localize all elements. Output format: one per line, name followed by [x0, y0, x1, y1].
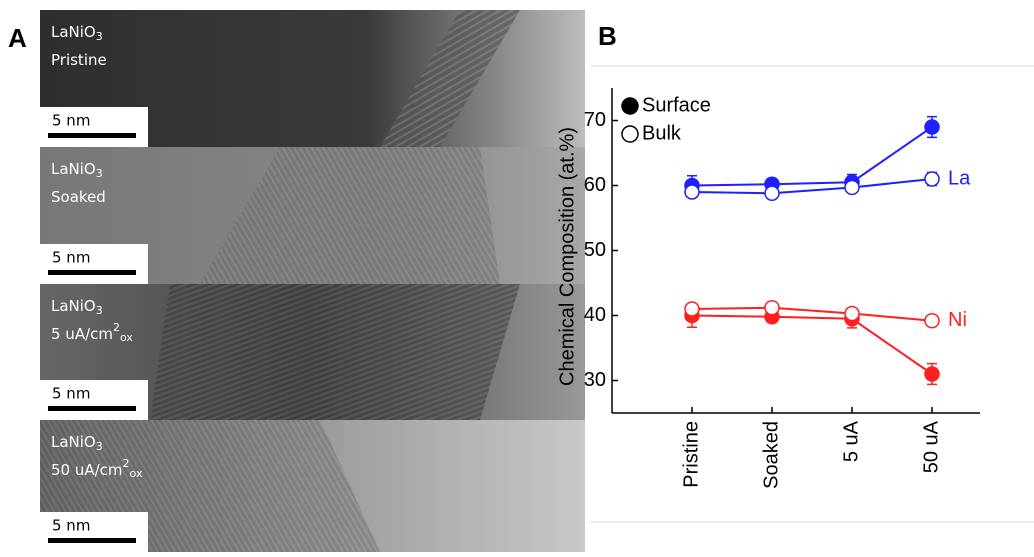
series-line	[691, 178, 933, 195]
data-point	[924, 119, 940, 135]
scale-box	[40, 512, 148, 552]
scale-label: 5 nm	[52, 385, 90, 403]
x-tick-label: 50 uA	[920, 420, 942, 473]
scale-box	[40, 380, 148, 420]
lattice	[150, 284, 520, 420]
text-main: LaNiO	[51, 23, 96, 41]
x-tick-label: 5 uA	[840, 420, 862, 462]
legend-marker	[621, 97, 639, 115]
data-point	[844, 179, 860, 196]
legend-marker	[621, 125, 639, 143]
series-line	[691, 126, 933, 187]
lattice	[380, 10, 520, 147]
text-main: Pristine	[51, 51, 107, 69]
subscript: 3	[96, 30, 103, 43]
subscript: ox	[130, 467, 143, 480]
data-point	[684, 184, 700, 200]
y-axis-label: Chemical Composition (at.%)	[556, 127, 578, 386]
scale-bar	[48, 538, 136, 543]
panel-label: A	[8, 23, 27, 53]
y-tick-label: 50	[584, 239, 606, 261]
chart: 30 40 50 60 70 Chemical Composition (at.%) Pri…	[556, 88, 980, 489]
y-tick-label: 40	[584, 304, 606, 326]
scale-bar	[48, 133, 136, 138]
series-line	[691, 306, 933, 322]
formula: LaNiO3	[51, 297, 103, 318]
text-main: LaNiO	[51, 433, 96, 451]
y-tick-label: 60	[584, 174, 606, 196]
series-line	[691, 314, 933, 375]
data-point	[844, 305, 860, 322]
superscript: 2	[123, 457, 130, 470]
scale-label: 5 nm	[52, 517, 90, 535]
condition: 5 uA/cm2ox	[51, 321, 133, 344]
subscript: ox	[120, 331, 133, 344]
y-tick-label: 30	[584, 369, 606, 391]
text-main: LaNiO	[51, 160, 96, 178]
text-main: 50 uA/cm	[51, 461, 123, 479]
data-point	[684, 301, 700, 317]
superscript: 2	[113, 321, 120, 334]
scale-box	[40, 244, 148, 284]
text-main: LaNiO	[51, 297, 96, 315]
legend-label: Surface	[642, 94, 711, 116]
text-main: Soaked	[51, 188, 106, 206]
formula: LaNiO3	[51, 23, 103, 44]
scale-box	[40, 107, 148, 147]
y-tick-label: 70	[584, 109, 606, 131]
subscript: 3	[96, 440, 103, 453]
data-point	[924, 366, 940, 382]
condition: Pristine	[51, 51, 107, 69]
formula: LaNiO3	[51, 160, 103, 181]
data-point	[924, 312, 940, 329]
scale-label: 5 nm	[52, 249, 90, 267]
legend-label: Bulk	[642, 122, 682, 144]
scale-label: 5 nm	[52, 112, 90, 130]
scale-bar	[48, 270, 136, 275]
subscript: 3	[96, 167, 103, 180]
data-point	[924, 171, 940, 187]
lattice	[200, 147, 500, 284]
condition: 50 uA/cm2ox	[51, 457, 143, 480]
x-tick-label: Pristine	[680, 421, 702, 488]
subscript: 3	[96, 304, 103, 317]
x-tick-label: Soaked	[760, 421, 782, 489]
series-label: La	[948, 167, 971, 189]
text-main: 5 uA/cm	[51, 325, 113, 343]
panel-label: B	[598, 21, 617, 51]
data-point	[764, 185, 780, 202]
data-point	[764, 299, 780, 316]
formula: LaNiO3	[51, 433, 103, 454]
condition: Soaked	[51, 188, 106, 206]
series-label: Ni	[948, 309, 967, 331]
scale-bar	[48, 406, 136, 411]
